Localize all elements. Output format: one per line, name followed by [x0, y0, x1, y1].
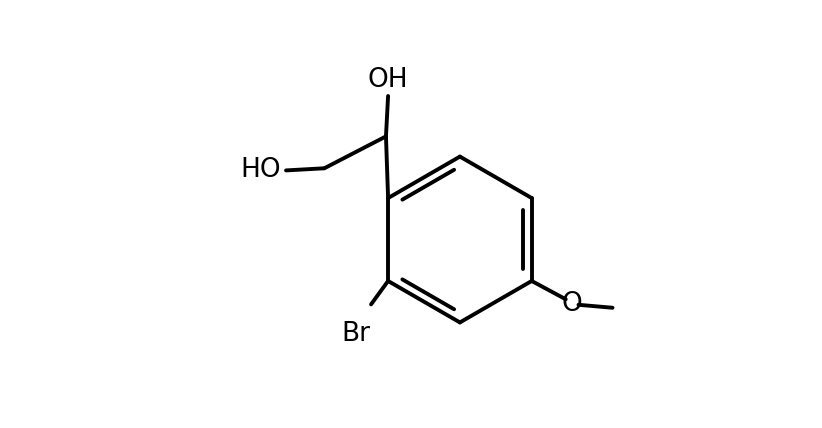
Text: HO: HO — [240, 158, 280, 184]
Text: O: O — [561, 291, 583, 317]
Text: Br: Br — [342, 321, 371, 348]
Text: OH: OH — [367, 67, 409, 92]
